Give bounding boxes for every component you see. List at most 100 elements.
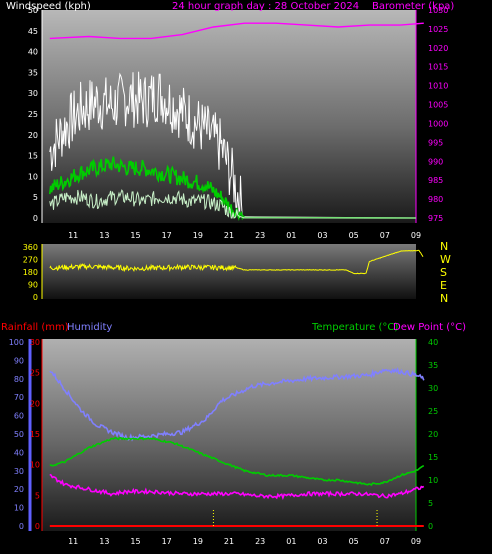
series-light (49, 189, 417, 219)
humidity-tick-label: 60 (14, 412, 24, 421)
barometer-tick-label: 985 (428, 176, 443, 185)
x-tick-label: 03 (317, 231, 327, 240)
windspeed-axis-title: Windspeed (kph) (6, 1, 91, 12)
temperature-tick-label: 40 (428, 338, 438, 347)
x-tick-label-lower: 07 (380, 537, 390, 546)
temperature-panel (42, 339, 416, 531)
humidity-tick-label: 100 (9, 338, 24, 347)
wind-series-layer (49, 22, 424, 222)
temperature-tick-label: 25 (428, 407, 438, 416)
rainfall-tick-label: 0 (35, 522, 40, 531)
windspeed-tick-label: 35 (28, 68, 38, 77)
temperature-tick-label: 35 (428, 361, 438, 370)
humidity-axis-title: Humidity (67, 322, 112, 333)
x-tick-label-lower: 11 (68, 537, 78, 546)
windspeed-tick-label: 5 (33, 193, 38, 202)
temperature-tick-label: 5 (428, 499, 433, 508)
rainfall-tick-label: 30 (30, 338, 40, 347)
windspeed-tick-label: 20 (28, 131, 38, 140)
dewpoint-axis-title: Dew Point (°C) (393, 322, 466, 333)
series-direction (49, 249, 424, 275)
temperature-tick-label: 0 (428, 522, 433, 531)
x-tick-label: 01 (286, 231, 296, 240)
x-tick-label: 19 (193, 231, 203, 240)
windspeed-tick-label: 30 (28, 89, 38, 98)
x-tick-label-lower: 09 (411, 537, 421, 546)
barometer-axis-title: Barometer (kpa) (372, 1, 454, 12)
x-tick-label-lower: 17 (162, 537, 172, 546)
humidity-tick-label: 50 (14, 430, 24, 439)
direction-tick-label: 180 (23, 268, 38, 277)
windspeed-tick-label: 50 (28, 6, 38, 15)
direction-tick-label: 360 (23, 243, 38, 252)
tick-labels-layer: 0510152025303540455097598098599099510001… (9, 6, 449, 546)
x-tick-label: 23 (255, 231, 265, 240)
compass-e: E (440, 279, 447, 292)
x-tick-label: 17 (162, 231, 172, 240)
temperature-tick-label: 15 (428, 453, 438, 462)
x-tick-label: 09 (411, 231, 421, 240)
barometer-tick-label: 1000 (428, 119, 448, 128)
direction-tick-label: 90 (28, 281, 38, 290)
temperature-series-layer (49, 367, 425, 527)
direction-panel (42, 244, 416, 299)
humidity-tick-label: 80 (14, 375, 24, 384)
barometer-tick-label: 1025 (428, 25, 448, 34)
x-tick-label: 11 (68, 231, 78, 240)
humidity-tick-label: 70 (14, 393, 24, 402)
barometer-tick-label: 1020 (428, 44, 448, 53)
windspeed-tick-label: 10 (28, 172, 38, 181)
humidity-tick-label: 90 (14, 356, 24, 365)
humidity-tick-label: 10 (14, 504, 24, 513)
windspeed-tick-label: 25 (28, 110, 38, 119)
rainfall-tick-label: 25 (30, 369, 40, 378)
x-tick-label-lower: 19 (193, 537, 203, 546)
x-tick-label-lower: 15 (130, 537, 140, 546)
windspeed-tick-label: 45 (28, 27, 38, 36)
temperature-tick-label: 30 (428, 384, 438, 393)
x-tick-label-lower: 13 (99, 537, 109, 546)
temperature-tick-label: 10 (428, 476, 438, 485)
x-tick-label: 15 (130, 231, 140, 240)
graph-title: 24 hour graph day : 28 October 2024 (172, 1, 359, 12)
direction-series-layer (49, 249, 424, 275)
direction-tick-label: 0 (33, 293, 38, 302)
windspeed-tick-label: 15 (28, 152, 38, 161)
barometer-tick-label: 1010 (428, 82, 448, 91)
x-tick-label: 07 (380, 231, 390, 240)
windspeed-tick-label: 0 (33, 214, 38, 223)
x-tick-label-lower: 01 (286, 537, 296, 546)
compass-w: W (440, 253, 451, 266)
compass-s: S (440, 266, 447, 279)
series-dew-point (49, 473, 425, 501)
rainfall-tick-label: 15 (30, 430, 40, 439)
series-temperature (49, 436, 425, 487)
rainfall-tick-label: 5 (35, 491, 40, 500)
barometer-tick-label: 1005 (428, 101, 448, 110)
rainfall-axis-title: Rainfall (mm) (1, 322, 69, 333)
barometer-tick-label: 1030 (428, 6, 448, 15)
x-tick-label-lower: 21 (224, 537, 234, 546)
series-gust (49, 71, 417, 219)
compass-n: N (440, 292, 448, 305)
x-tick-label-lower: 03 (317, 537, 327, 546)
barometer-tick-label: 980 (428, 195, 443, 204)
humidity-tick-label: 0 (19, 522, 24, 531)
windspeed-tick-label: 40 (28, 48, 38, 57)
barometer-tick-label: 975 (428, 214, 443, 223)
series-average (49, 156, 417, 222)
temperature-tick-label: 20 (428, 430, 438, 439)
x-tick-label-lower: 05 (349, 537, 359, 546)
humidity-tick-label: 20 (14, 485, 24, 494)
rainfall-tick-label: 10 (30, 461, 40, 470)
humidity-tick-label: 40 (14, 448, 24, 457)
x-tick-label: 21 (224, 231, 234, 240)
barometer-tick-label: 995 (428, 138, 443, 147)
compass-n: N (440, 240, 448, 253)
rainfall-tick-label: 20 (30, 399, 40, 408)
axis-lines (28, 10, 417, 531)
x-tick-label: 13 (99, 231, 109, 240)
series-humidity (49, 367, 425, 442)
